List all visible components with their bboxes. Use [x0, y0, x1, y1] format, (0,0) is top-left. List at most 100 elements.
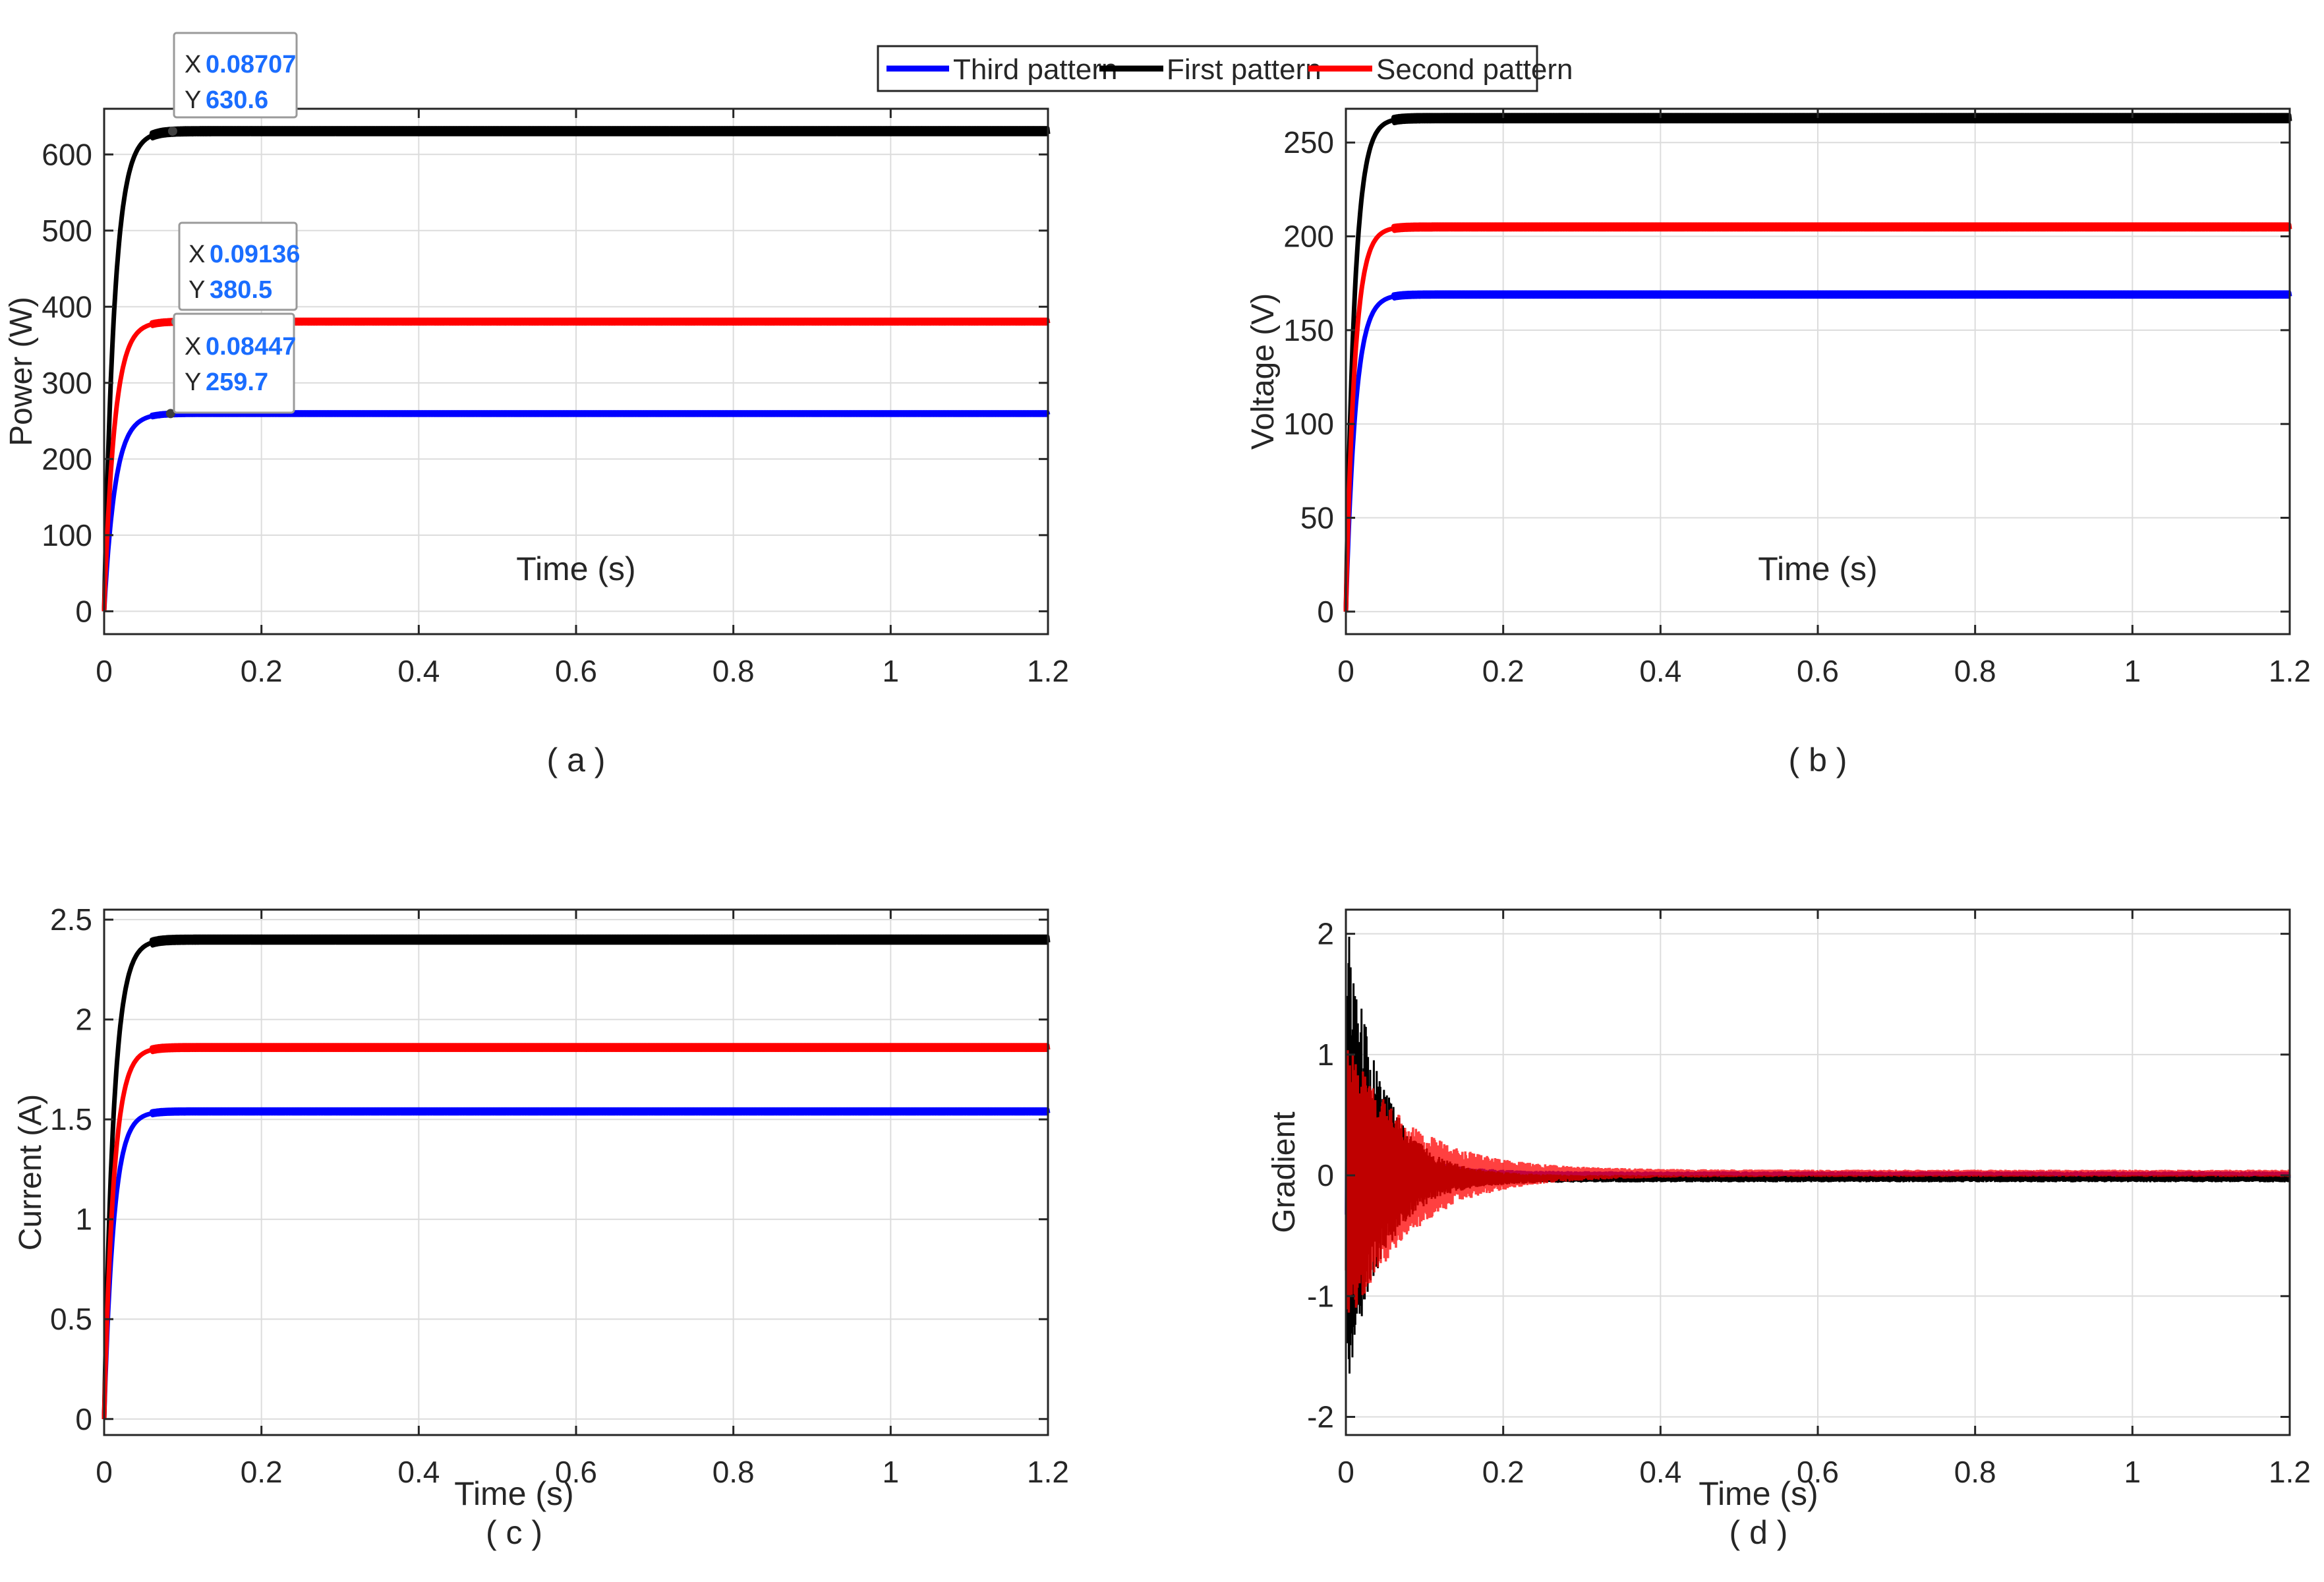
panel-caption: ( b ): [1789, 742, 1847, 778]
y-tick-label: 500: [42, 214, 92, 248]
x-tick-label: 0.2: [1482, 1455, 1525, 1489]
datatip-x-value: 0.08447: [206, 333, 296, 361]
y-tick-label: 250: [1283, 125, 1334, 160]
x-tick-label: 0.4: [397, 654, 440, 688]
legend: Third pattern First pattern Second patte…: [877, 45, 1573, 92]
x-tick-label: 1: [2124, 654, 2141, 688]
x-tick-label: 1.2: [2269, 1455, 2311, 1489]
x-tick-label: 1: [2124, 1455, 2141, 1489]
x-axis-label: Time (s): [1758, 550, 1877, 587]
x-tick-label: 1: [883, 1455, 900, 1489]
x-tick-label: 1.2: [1027, 654, 1069, 688]
x-axis-label: Time (s): [454, 1475, 573, 1512]
legend-label-first: First pattern: [1167, 53, 1322, 86]
y-axis-label: Voltage (V): [1246, 293, 1281, 450]
x-tick-label: 0.6: [1797, 1455, 1839, 1489]
datatip-y-label: Y: [185, 86, 201, 114]
series-line-second-pattern: [102, 1043, 1051, 1419]
y-tick-label: 1: [1317, 1038, 1334, 1072]
datatip-y-value: 259.7: [206, 368, 268, 396]
datatip-y-value: 630.6: [206, 86, 268, 114]
series-group: [1345, 937, 2291, 1374]
series-line-second-pattern: [1345, 1050, 2291, 1313]
x-tick-label: 0: [96, 654, 113, 688]
y-tick-label: 100: [1283, 407, 1334, 441]
legend-box: [877, 45, 1538, 92]
datatip-x-label: X: [185, 51, 201, 78]
panel-d-gradient: 0 0.2 0.4 0.6 0.8 1 1.2 -2 -1 0 1 2 Time (s) Gradie…: [1267, 908, 2311, 1551]
panel-caption: ( c ): [486, 1514, 542, 1551]
y-tick-label: 0.5: [50, 1302, 92, 1336]
x-tick-label: 0.2: [241, 1455, 283, 1489]
y-tick-label: 2: [75, 1003, 92, 1037]
x-tick-label: 0: [96, 1455, 113, 1489]
axes-box: [103, 908, 1049, 1436]
x-tick-label: 0: [1337, 1455, 1354, 1489]
y-tick-label: 150: [1283, 313, 1334, 347]
series-line-first-pattern: [102, 126, 1051, 612]
x-tick-label: 0.6: [1797, 654, 1839, 688]
panel-b-voltage: 0 0.2 0.4 0.6 0.8 1 1.2 0 50 100 150 200 250 Time (s…: [1246, 107, 2311, 778]
x-tick-label: 0: [1337, 654, 1354, 688]
datatip-y-value: 380.5: [210, 276, 272, 304]
y-tick-label: 0: [1317, 595, 1334, 629]
x-axis-label: Time (s): [1699, 1475, 1818, 1512]
y-tick-label: 2: [1317, 917, 1334, 951]
axes-box: [1345, 107, 2291, 635]
datatip-marker: [165, 409, 175, 419]
datatip-second[interactable]: X 0.09136 Y 380.5: [171, 221, 300, 326]
x-axis-label: Time (s): [516, 550, 635, 587]
datatip-x-value: 0.08707: [206, 51, 296, 78]
datatip-first[interactable]: X 0.08707 Y 630.6: [167, 32, 298, 136]
ticks: 0 0.2 0.4 0.6 0.8 1 1.2 0 50 100 150 200 250: [1283, 109, 2311, 688]
y-tick-label: 0: [1317, 1158, 1334, 1192]
y-tick-label: 600: [42, 137, 92, 171]
panel-caption: ( a ): [547, 742, 606, 778]
x-tick-label: 1.2: [2269, 654, 2311, 688]
x-tick-label: 0.4: [1639, 1455, 1681, 1489]
x-tick-label: 0.2: [241, 654, 283, 688]
y-tick-label: 400: [42, 289, 92, 324]
series-line-second-pattern: [1343, 222, 2292, 612]
ticks: 0 0.2 0.4 0.6 0.8 1 1.2 -2 -1 0 1 2: [1307, 910, 2311, 1489]
x-tick-label: 0.8: [712, 654, 755, 688]
datatip-x-label: X: [189, 241, 205, 268]
datatip-y-label: Y: [185, 368, 201, 396]
y-tick-label: 200: [1283, 220, 1334, 254]
x-tick-label: 1.2: [1027, 1455, 1069, 1489]
y-tick-label: 100: [42, 518, 92, 552]
legend-label-second: Second pattern: [1376, 53, 1573, 86]
y-axis-label: Power (W): [4, 297, 39, 446]
y-axis-label: Current (A): [13, 1094, 48, 1250]
ticks: 0 0.2 0.4 0.6 0.8 1 1.2 0 0.5 1 1.5 2 2.5: [50, 902, 1069, 1489]
x-tick-label: 0.8: [712, 1455, 755, 1489]
y-tick-label: 0: [75, 1402, 92, 1436]
series-group: [102, 934, 1051, 1419]
ticks: 0 0.2 0.4 0.6 0.8 1 1.2 0 100 200 300 400 500 600: [42, 109, 1069, 688]
x-tick-label: 0.4: [397, 1455, 440, 1489]
x-tick-label: 0.2: [1482, 654, 1525, 688]
axes-box: [103, 107, 1049, 635]
panel-c-current: 0 0.2 0.4 0.6 0.8 1 1.2 0 0.5 1 1.5 2 2.5 Time (s) C…: [13, 902, 1069, 1551]
y-axis-label: Gradient: [1267, 1111, 1302, 1233]
x-tick-label: 0.8: [1954, 654, 1996, 688]
datatip-box: [173, 32, 298, 119]
datatip-third[interactable]: X 0.08447 Y 259.7: [165, 312, 297, 419]
y-tick-label: 50: [1300, 501, 1334, 535]
axes-box: [1345, 908, 2291, 1436]
y-tick-label: 1: [75, 1202, 92, 1237]
x-tick-label: 0.8: [1954, 1455, 1996, 1489]
datatip-box: [173, 312, 295, 414]
datatip-marker: [167, 126, 177, 136]
y-tick-label: 1.5: [50, 1102, 92, 1136]
x-tick-label: 1: [883, 654, 900, 688]
series-line-third-pattern: [102, 1107, 1051, 1419]
datatip-x-label: X: [185, 333, 201, 361]
datatip-x-value: 0.09136: [210, 241, 300, 268]
x-tick-label: 0.4: [1639, 654, 1681, 688]
panel-a-power: 0 0.2 0.4 0.6 0.8 1 1.2 0 100 200 300 400 500 600 Tim…: [4, 32, 1069, 778]
y-tick-label: -2: [1307, 1400, 1334, 1434]
series-line-first-pattern: [102, 934, 1051, 1419]
x-tick-label: 0.6: [555, 654, 597, 688]
y-tick-label: -1: [1307, 1279, 1334, 1313]
